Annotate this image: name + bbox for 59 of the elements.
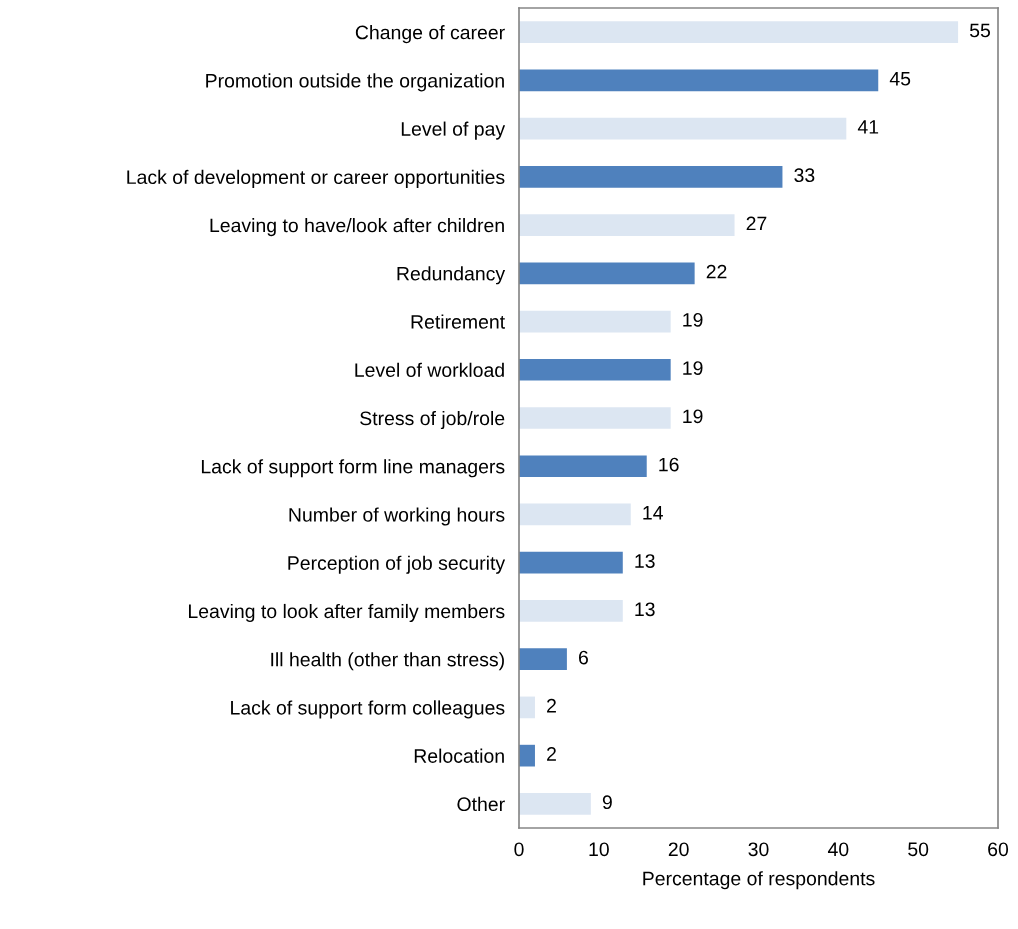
bar — [519, 503, 631, 526]
data-label: 22 — [706, 264, 727, 279]
x-tick-label: 60 — [988, 842, 1009, 857]
y-tick-label: Promotion outside the organization — [206, 73, 504, 92]
x-tick-label: 40 — [827, 842, 849, 857]
data-label: 41 — [857, 120, 879, 134]
x-tick-label: 50 — [908, 842, 929, 857]
bar — [519, 21, 959, 43]
y-tick-label: Retirement — [411, 314, 505, 329]
data-label: 27 — [746, 216, 767, 231]
bar — [519, 793, 591, 815]
bar — [519, 165, 783, 188]
data-label: 14 — [643, 506, 663, 520]
data-label: 13 — [635, 602, 655, 617]
bar — [519, 600, 623, 622]
x-tick-label: 20 — [668, 842, 689, 857]
x-tick-label: 10 — [589, 842, 609, 857]
y-tick-label: Leaving to have/look after children — [210, 218, 504, 237]
bar — [519, 117, 847, 140]
x-tick-label: 0 — [514, 842, 524, 857]
bar — [519, 744, 535, 767]
data-label: 2 — [547, 747, 556, 761]
bar — [519, 648, 567, 671]
data-label: 45 — [889, 72, 911, 86]
bar — [519, 310, 671, 333]
bar — [519, 407, 671, 429]
y-tick-label: Lack of development or career opportunities — [127, 169, 505, 188]
y-tick-label: Lack of support form colleagues — [231, 700, 505, 719]
bar — [519, 262, 695, 285]
bar — [519, 551, 623, 574]
y-tick-label: Level of pay — [401, 121, 506, 140]
data-label: 33 — [794, 168, 815, 183]
y-tick-label: Other — [457, 796, 505, 812]
y-tick-label: Level of workload — [355, 362, 504, 377]
data-label: 2 — [547, 698, 556, 713]
y-tick-label: Ill health (other than stress) — [271, 652, 504, 671]
data-label: 55 — [969, 23, 991, 38]
y-tick-label: Lack of support form line managers — [201, 459, 505, 478]
y-tick-label: Leaving to look after family members — [189, 603, 505, 623]
y-tick-label: Redundancy — [397, 266, 506, 285]
y-tick-label: Relocation — [414, 748, 504, 763]
data-label: 19 — [683, 409, 703, 424]
y-tick-label: Perception of job security — [288, 555, 506, 574]
data-label: 9 — [602, 795, 612, 810]
data-label: 19 — [683, 361, 703, 375]
y-tick-label: Stress of job/role — [360, 410, 505, 430]
data-label: 6 — [579, 650, 588, 665]
y-tick-label: Number of working hours — [289, 507, 505, 526]
data-label: 16 — [659, 457, 679, 472]
x-axis-title: Percentage of respondents — [643, 871, 875, 890]
bar — [519, 455, 647, 478]
x-tick-label: 30 — [748, 842, 769, 857]
data-label: 19 — [683, 312, 703, 327]
bar — [519, 358, 671, 381]
data-label: 13 — [635, 554, 655, 568]
bar — [519, 69, 879, 92]
bar — [519, 696, 535, 719]
bar — [519, 214, 735, 236]
y-tick-label: Change of career — [355, 25, 505, 44]
